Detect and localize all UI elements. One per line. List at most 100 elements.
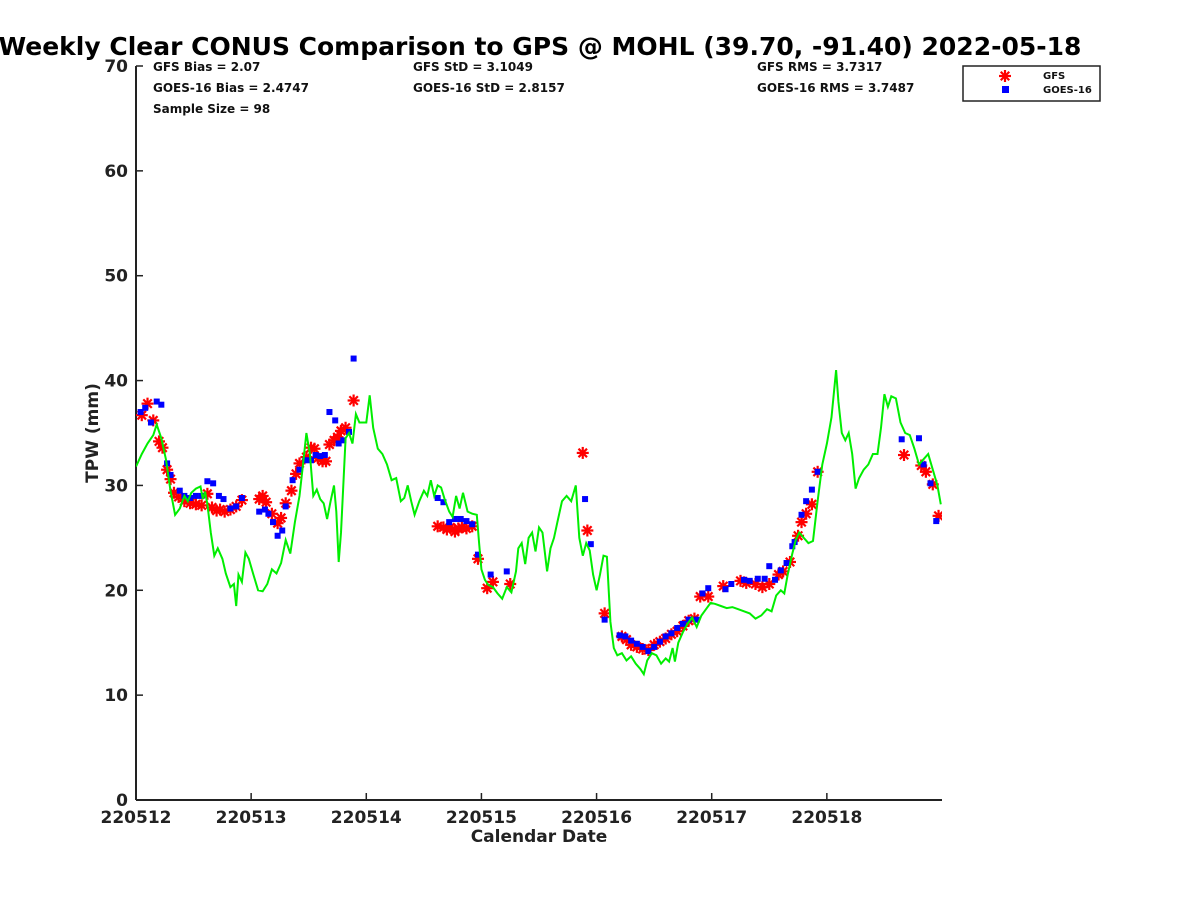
goes-point <box>176 487 183 494</box>
goes-point <box>772 576 779 583</box>
gfs-point-stroke <box>257 490 268 501</box>
goes-point <box>215 492 222 499</box>
x-axis-label: Calendar Date <box>471 827 608 847</box>
series-goes-16 <box>137 355 940 655</box>
goes-point <box>645 648 652 655</box>
goes-point <box>238 495 245 502</box>
goes-point <box>933 518 940 525</box>
legend: GFS GOES-16 <box>962 65 1101 102</box>
stat-text: GFS StD = 3.1049 <box>413 60 533 74</box>
gfs-point-stroke <box>806 499 817 510</box>
y-tick-label: 30 <box>104 476 128 496</box>
goes-point <box>469 521 476 528</box>
goes-point <box>446 519 453 526</box>
goes-point <box>746 577 753 584</box>
goes-point <box>137 409 144 416</box>
goes-point <box>350 355 357 362</box>
goes-point <box>651 643 658 650</box>
stat-text: GFS RMS = 3.7317 <box>757 60 882 74</box>
goes-point <box>463 518 470 525</box>
series-line <box>136 370 942 677</box>
goes-point <box>803 498 810 505</box>
goes-point <box>317 453 324 460</box>
goes-point <box>326 409 333 416</box>
goes-point <box>457 515 464 522</box>
goes-point <box>192 492 199 499</box>
y-tick-label: 40 <box>104 372 128 392</box>
goes-point <box>668 630 675 637</box>
gfs-point <box>260 496 273 509</box>
y-tick-label: 50 <box>104 267 128 287</box>
goes-point <box>312 452 319 459</box>
goes-point <box>628 637 635 644</box>
goes-point <box>227 505 234 512</box>
gfs-point-stroke <box>136 410 147 421</box>
stat-text: Sample Size = 98 <box>153 102 270 116</box>
gfs-point <box>285 484 298 497</box>
gfs-point-stroke <box>703 591 714 602</box>
goes-point <box>674 625 681 632</box>
plot-area: 0 10 20 30 40 50 60 70 220512 220513 220514 220515 2… <box>101 57 942 828</box>
gfs-point <box>195 499 208 512</box>
gfs-point-stroke <box>577 447 588 458</box>
legend-marker-gfs-stroke <box>999 70 1011 82</box>
goes-point <box>639 643 646 650</box>
series-line-2 <box>136 370 942 677</box>
gfs-point-stroke <box>309 443 320 454</box>
y-tick-label: 0 <box>116 791 128 811</box>
goes-point <box>282 503 289 510</box>
goes-point <box>153 398 160 405</box>
goes-point <box>740 576 747 583</box>
gfs-point-stroke <box>215 504 226 515</box>
x-tick-label: 220518 <box>791 808 862 828</box>
y-tick-label: 20 <box>104 581 128 601</box>
gfs-point <box>919 465 932 478</box>
goes-point <box>503 568 510 575</box>
stats-box: GFS Bias = 2.07 GOES-16 Bias = 2.4747 Samp… <box>153 60 914 116</box>
goes-point <box>783 560 790 567</box>
y-tick-label: 60 <box>104 162 128 182</box>
gfs-point-stroke <box>348 395 359 406</box>
x-tick-label: 220516 <box>561 808 632 828</box>
goes-point <box>927 480 934 487</box>
goes-point <box>722 586 729 593</box>
x-tick-label: 220513 <box>216 808 287 828</box>
goes-point <box>693 616 700 623</box>
goes-point <box>440 499 447 506</box>
x-tick-label: 220512 <box>101 808 172 828</box>
goes-point <box>302 457 309 464</box>
goes-point <box>898 436 905 443</box>
goes-point <box>434 495 441 502</box>
goes-point <box>685 616 692 623</box>
gfs-point-stroke <box>599 608 610 619</box>
goes-point <box>289 477 296 484</box>
y-tick-label: 70 <box>104 57 128 77</box>
goes-point <box>728 580 735 587</box>
gfs-point <box>795 516 808 529</box>
x-tick-label: 220517 <box>676 808 747 828</box>
goes-point <box>798 511 805 518</box>
stat-text: GFS Bias = 2.07 <box>153 60 260 74</box>
gfs-point-stroke <box>796 517 807 528</box>
goes-point <box>587 541 594 548</box>
goes-point <box>158 401 165 408</box>
gfs-point-stroke <box>196 500 207 511</box>
legend-marker-gfs <box>999 70 1011 82</box>
gfs-point-stroke <box>487 576 498 587</box>
goes-point <box>233 503 240 510</box>
goes-point <box>332 417 339 424</box>
goes-point <box>167 471 174 478</box>
goes-point <box>808 486 815 493</box>
goes-point <box>705 585 712 592</box>
y-tick-label: 10 <box>104 686 128 706</box>
gfs-point-stroke <box>445 522 456 533</box>
goes-point <box>679 620 686 627</box>
goes-point <box>487 571 494 578</box>
x-tick-label: 220514 <box>331 808 402 828</box>
goes-point <box>474 551 481 558</box>
goes-point <box>814 468 821 475</box>
stat-text: GOES-16 StD = 2.8157 <box>413 81 565 95</box>
gfs-point <box>347 394 360 407</box>
x-tick-label: 220515 <box>446 808 517 828</box>
